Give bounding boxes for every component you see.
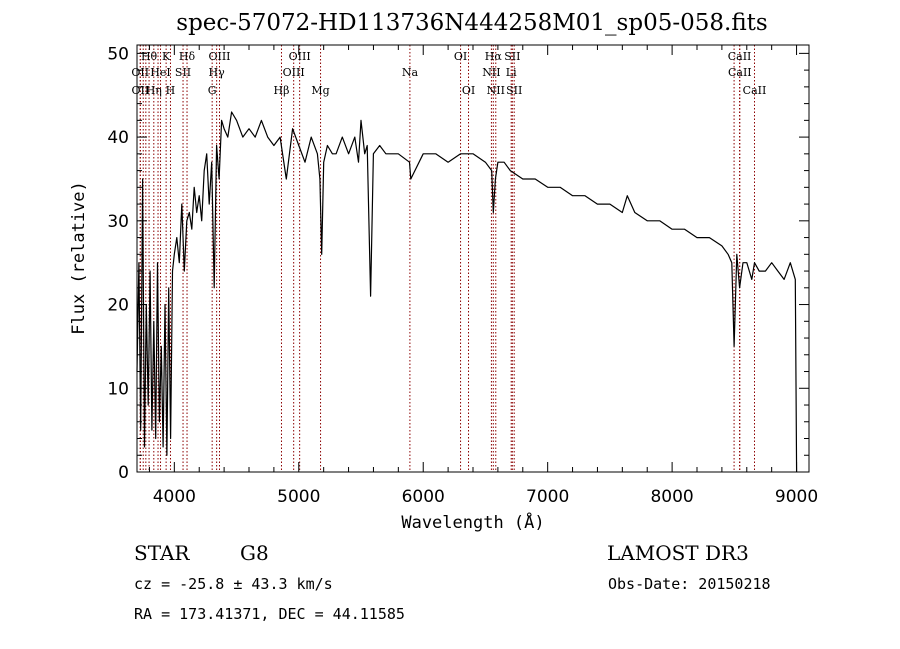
line-marker-label-20: OI bbox=[454, 50, 467, 63]
object-subclass: G8 bbox=[240, 541, 269, 565]
line-marker-label-12: G bbox=[208, 84, 217, 97]
y-tick-label-10: 10 bbox=[107, 379, 129, 399]
x-tick-label-5000: 5000 bbox=[277, 487, 320, 507]
y-tick-label-20: 20 bbox=[107, 296, 129, 316]
line-marker-label-27: SII bbox=[506, 84, 522, 97]
obs-date: Obs-Date: 20150218 bbox=[608, 575, 771, 593]
line-marker-label-22: NII bbox=[482, 66, 500, 79]
x-axis: 4000 5000 6000 7000 8000 9000 bbox=[148, 45, 818, 507]
line-marker-label-30: CaII bbox=[728, 66, 752, 79]
y-tick-label-30: 30 bbox=[107, 212, 129, 232]
line-marker-label-11: Hδ bbox=[179, 50, 196, 63]
line-markers bbox=[139, 45, 755, 472]
x-tick-label-8000: 8000 bbox=[650, 487, 693, 507]
coordinates: RA = 173.41371, DEC = 44.11585 bbox=[134, 605, 405, 623]
line-marker-label-16: OIII bbox=[283, 66, 305, 79]
chart-title: spec-57072-HD113736N444258M01_sp05-058.f… bbox=[176, 10, 767, 36]
x-axis-label: Wavelength (Å) bbox=[401, 511, 544, 533]
line-marker-label-5: Hη bbox=[146, 84, 162, 97]
y-tick-label-0: 0 bbox=[118, 463, 129, 483]
line-marker-label-1: OII bbox=[132, 84, 150, 97]
line-marker-label-24: NII bbox=[487, 84, 505, 97]
line-marker-label-7: HeI bbox=[150, 66, 170, 79]
series-group bbox=[136, 111, 798, 473]
line-marker-labels: OII OII Hθ Hη HeI K H SII Hδ G Hγ OIII Hβ OIII OIII Mg N… bbox=[131, 50, 766, 97]
spectrum-line-0 bbox=[136, 111, 798, 473]
line-marker-label-18: Mg bbox=[311, 84, 329, 97]
line-marker-label-17: OIII bbox=[289, 50, 311, 63]
line-marker-label-26: SII bbox=[504, 50, 520, 63]
x-tick-label-6000: 6000 bbox=[402, 487, 445, 507]
line-marker-label-14: OIII bbox=[208, 50, 230, 63]
y-axis-label: Flux (relative) bbox=[69, 181, 89, 335]
x-tick-label-7000: 7000 bbox=[526, 487, 569, 507]
line-marker-label-13: Hγ bbox=[209, 66, 226, 79]
line-marker-label-25: Li bbox=[506, 66, 517, 79]
x-tick-label-4000: 4000 bbox=[153, 487, 196, 507]
y-tick-label-50: 50 bbox=[107, 44, 129, 64]
survey-label: LAMOST DR3 bbox=[607, 541, 749, 565]
line-marker-label-19: Na bbox=[402, 66, 419, 79]
line-marker-label-9: H bbox=[166, 84, 176, 97]
line-marker-label-10: SII bbox=[175, 66, 191, 79]
line-marker-label-0: OII bbox=[131, 66, 149, 79]
line-marker-label-8: K bbox=[162, 50, 171, 63]
line-marker-label-15: Hβ bbox=[274, 84, 290, 97]
x-tick-label-9000: 9000 bbox=[775, 487, 818, 507]
y-axis: 0 10 20 30 40 50 bbox=[107, 44, 809, 483]
line-marker-label-31: CaII bbox=[743, 84, 767, 97]
line-marker-label-4: Hθ bbox=[141, 50, 158, 63]
redshift-info: cz = -25.8 ± 43.3 km/s bbox=[134, 575, 333, 593]
y-tick-label-40: 40 bbox=[107, 128, 129, 148]
object-class: STAR bbox=[134, 541, 190, 565]
line-marker-label-21: OI bbox=[462, 84, 475, 97]
line-marker-label-23: Hα bbox=[485, 50, 503, 63]
line-marker-label-29: CaII bbox=[728, 50, 752, 63]
plot-frame bbox=[136, 44, 810, 473]
